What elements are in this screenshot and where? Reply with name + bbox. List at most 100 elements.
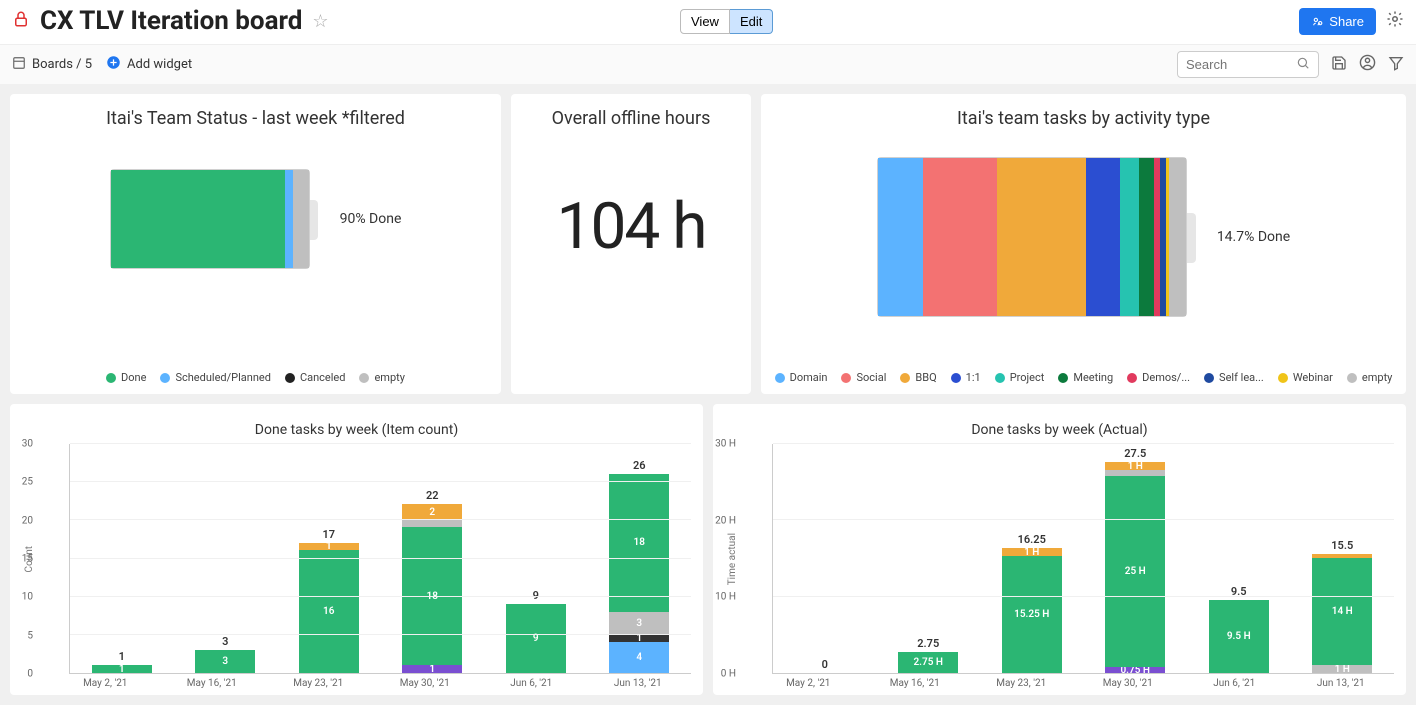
edit-button[interactable]: Edit (730, 9, 773, 34)
legend-item[interactable]: Done (106, 371, 146, 384)
bar-stack[interactable]: 0.75 H25 H1 H (1105, 462, 1165, 673)
legend-item[interactable]: Domain (775, 371, 828, 384)
bar-segment: 25 H (1105, 476, 1165, 668)
bar-stack[interactable]: 9 (506, 604, 566, 673)
bar-segment: 3 (609, 612, 669, 635)
bar-stack[interactable]: 161 (299, 543, 359, 673)
chart-actual-title: Done tasks by week (Actual) (725, 422, 1394, 438)
view-edit-toggle: View Edit (680, 9, 773, 34)
bar-total-label: 0 (822, 658, 828, 671)
bar-total-label: 1 (119, 650, 125, 663)
bar-slot: 99 (496, 589, 576, 673)
status-segment (111, 170, 285, 268)
legend-item[interactable]: Meeting (1058, 371, 1113, 384)
bar-slot: 15.51 H14 H (1302, 539, 1382, 673)
offline-value: 104 h (556, 189, 705, 264)
bar-slot: 27.5 0.75 H25 H1 H (1095, 447, 1175, 673)
star-icon[interactable]: ☆ (312, 11, 328, 32)
bar-slot: 17161 (289, 528, 369, 673)
header: CX TLV Iteration board ☆ View Edit Share (0, 0, 1416, 44)
xlabel: May 23, '21 (278, 674, 358, 689)
status-widget: Itai's Team Status - last week *filtered… (10, 94, 501, 394)
bar-segment: 18 (609, 474, 669, 612)
ytick: 0 H (712, 669, 736, 680)
xlabel: Jun 13, '21 (598, 674, 678, 689)
search-icon (1296, 55, 1310, 74)
xlabel: May 16, '21 (172, 674, 252, 689)
chart-actual-widget: Done tasks by week (Actual) Time actual … (713, 404, 1406, 695)
legend-item[interactable]: empty (359, 371, 404, 384)
bar-stack[interactable]: 1 (92, 665, 152, 673)
bar-stack[interactable]: 2.75 H (898, 652, 958, 673)
bar-segment: 9 (506, 604, 566, 673)
chart-actual-plot: 02.752.75 H16.2515.25 H1 H27.50.75 H25 H… (772, 444, 1394, 674)
boards-label: Boards / 5 (32, 57, 92, 72)
legend-item[interactable]: Demos/... (1127, 371, 1190, 384)
xlabel: Jun 6, '21 (1194, 674, 1274, 689)
activity-title: Itai's team tasks by activity type (957, 108, 1210, 129)
bar-slot: 2641318 (599, 459, 679, 673)
bar-stack[interactable]: 15.25 H1 H (1002, 548, 1062, 673)
bar-slot: 0 (785, 658, 865, 673)
filter-icon[interactable] (1388, 55, 1404, 75)
bar-stack[interactable]: 3 (195, 650, 255, 673)
settings-icon[interactable] (1386, 10, 1404, 32)
add-widget-button[interactable]: Add widget (106, 55, 192, 74)
toolbar: Boards / 5 Add widget (0, 44, 1416, 84)
legend-item[interactable]: 1:1 (951, 371, 981, 384)
activity-segment (1086, 158, 1120, 316)
chart-count-title: Done tasks by week (Item count) (22, 422, 691, 438)
bar-slot: 33 (185, 635, 265, 673)
bar-stack[interactable]: 41318 (609, 474, 669, 673)
xlabel: May 23, '21 (981, 674, 1061, 689)
legend-item[interactable]: Scheduled/Planned (160, 371, 270, 384)
user-icon[interactable] (1359, 54, 1376, 75)
view-button[interactable]: View (680, 9, 730, 34)
xlabel: May 2, '21 (768, 674, 848, 689)
ytick: 30 H (712, 439, 736, 450)
xlabel: Jun 13, '21 (1301, 674, 1381, 689)
ytick: 25 (9, 477, 33, 488)
search-input[interactable] (1186, 57, 1296, 72)
legend-item[interactable]: Webinar (1278, 371, 1333, 384)
boards-nav[interactable]: Boards / 5 (12, 56, 92, 74)
xlabel: May 30, '21 (385, 674, 465, 689)
bar-segment: 3 (195, 650, 255, 673)
share-button[interactable]: Share (1299, 8, 1376, 35)
status-battery (110, 169, 310, 269)
search-box[interactable] (1177, 51, 1319, 78)
legend-item[interactable]: empty (1347, 371, 1392, 384)
bar-total-label: 22 (426, 489, 439, 502)
legend-item[interactable]: BBQ (900, 371, 936, 384)
share-label: Share (1329, 14, 1364, 29)
activity-battery (877, 157, 1187, 317)
status-segment (285, 170, 293, 268)
status-done-label: 90% Done (340, 211, 402, 227)
ytick: 20 (9, 515, 33, 526)
bar-total-label: 27.5 (1124, 447, 1146, 460)
chart-actual-ylabel: Time actual (725, 533, 740, 585)
bar-segment: 2 (402, 504, 462, 519)
ytick: 20 H (712, 515, 736, 526)
xlabel: Jun 6, '21 (491, 674, 571, 689)
bar-segment: 4 (609, 642, 669, 673)
bar-stack[interactable]: 9.5 H (1209, 600, 1269, 673)
save-icon[interactable] (1331, 55, 1347, 75)
bar-segment: 2.75 H (898, 652, 958, 673)
bar-slot: 16.2515.25 H1 H (992, 533, 1072, 673)
activity-done-label: 14.7% Done (1217, 229, 1290, 245)
activity-legend: Domain Social BBQ 1:1 Project Meeting Demos/..… (775, 347, 1393, 384)
bar-stack[interactable]: 1 H14 H (1312, 554, 1372, 673)
bar-stack[interactable]: 1182 (402, 504, 462, 673)
legend-item[interactable]: Project (995, 371, 1045, 384)
legend-item[interactable]: Self lea... (1204, 371, 1264, 384)
legend-item[interactable]: Canceled (285, 371, 346, 384)
legend-item[interactable]: Social (841, 371, 886, 384)
bar-segment: 0.75 H (1105, 667, 1165, 673)
chart-count-widget: Done tasks by week (Item count) Count 05… (10, 404, 703, 695)
ytick: 15 (9, 554, 33, 565)
bar-slot: 11 (82, 650, 162, 673)
bar-total-label: 3 (222, 635, 228, 648)
activity-segment (1169, 158, 1185, 316)
activity-segment (923, 158, 997, 316)
